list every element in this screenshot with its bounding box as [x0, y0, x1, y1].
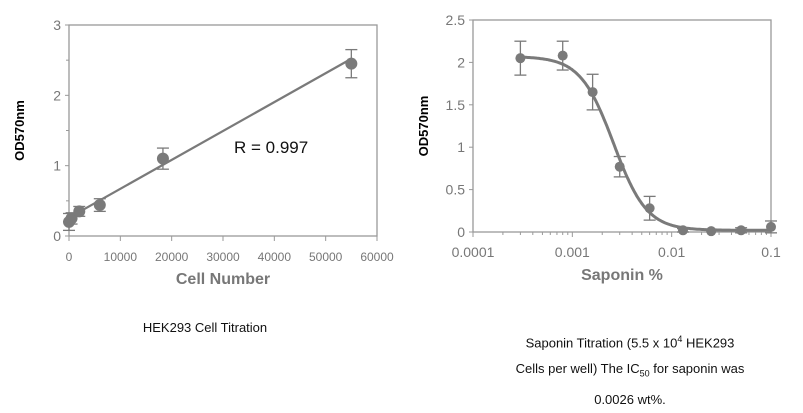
caption-sub: 50 [639, 368, 650, 379]
data-point [644, 203, 655, 214]
data-point [736, 225, 747, 236]
data-point [65, 212, 78, 225]
fit-curve [520, 55, 771, 232]
y-tick-label: 0 [53, 228, 61, 244]
x-tick-label: 50000 [309, 250, 343, 264]
data-point [706, 226, 717, 237]
data-point [677, 225, 688, 236]
data-point [73, 205, 86, 218]
y-tick-label: 2 [53, 87, 61, 103]
x-tick-label: 60000 [360, 250, 394, 264]
y-tick-label: 2.5 [446, 12, 466, 28]
x-tick-label: 0.0001 [452, 244, 495, 260]
caption-sup: 4 [677, 334, 683, 344]
x-tick-label: 0.001 [555, 244, 590, 260]
y-tick-label: 1 [457, 139, 465, 155]
x-axis-label: Saponin % [581, 267, 663, 284]
x-tick-label: 40000 [258, 250, 292, 264]
y-tick-label: 0.5 [446, 182, 466, 198]
data-point [156, 152, 169, 165]
data-point [345, 57, 358, 70]
data-point [515, 53, 526, 64]
data-point [587, 87, 598, 98]
caption-text: Cells per well) The IC [515, 361, 640, 377]
r-value-annotation: R = 0.997 [234, 138, 308, 157]
x-tick-label: 0.01 [658, 244, 685, 260]
caption-text: for saponin was [649, 361, 745, 377]
data-point [766, 221, 776, 232]
y-tick-label: 2 [457, 54, 465, 70]
caption-text: Saponin Titration (5.5 x 10 [525, 335, 678, 351]
y-tick-label: 1.5 [446, 97, 466, 113]
left-caption: HEK293 Cell Titration [142, 320, 268, 335]
y-axis-label: OD570nm [12, 100, 27, 161]
y-tick-label: 3 [53, 17, 61, 33]
data-point [93, 199, 106, 212]
x-tick-label: 30000 [206, 250, 240, 264]
y-axis-label: OD570nm [416, 96, 431, 157]
data-point [614, 161, 625, 172]
x-tick-label: 0 [66, 250, 73, 264]
x-tick-label: 10000 [104, 250, 138, 264]
caption-text: HEK293 [682, 335, 735, 351]
plot-frame [472, 19, 772, 233]
caption-text: 0.0026 wt%. [594, 391, 666, 407]
x-tick-label: 0.1 [761, 244, 781, 260]
right-caption: Saponin Titration (5.5 x 104 HEK293 Cell… [470, 326, 790, 413]
y-tick-label: 0 [457, 224, 465, 240]
y-tick-label: 1 [53, 158, 61, 174]
x-axis-label: Cell Number [176, 271, 270, 288]
x-tick-label: 20000 [155, 250, 189, 264]
fit-line [68, 57, 352, 219]
data-point [557, 50, 568, 61]
